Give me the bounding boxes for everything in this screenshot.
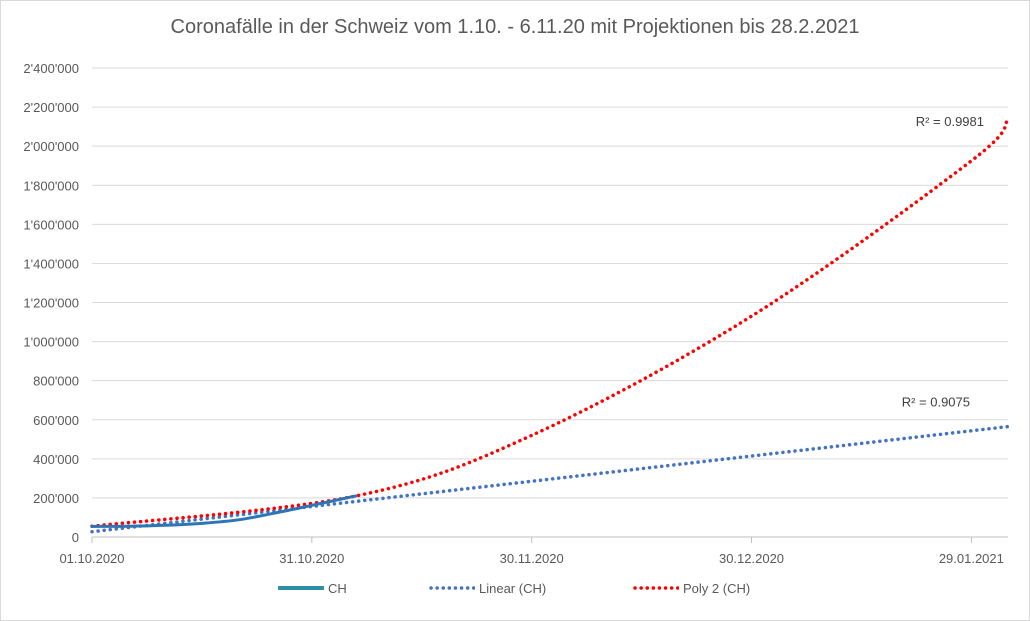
axes: 0 200'000 400'000 600'000 800'000 1'000'000 1'… <box>23 61 1003 566</box>
x-tick-label: 01.10.2020 <box>59 551 124 566</box>
y-tick-label: 2'200'000 <box>23 100 79 115</box>
series-ch <box>90 494 358 528</box>
legend-swatch-linear <box>429 586 475 590</box>
x-tick-label: 30.12.2020 <box>719 551 784 566</box>
legend-label-ch: CH <box>328 580 347 596</box>
series-poly2-ch <box>90 118 1010 529</box>
legend-swatch-poly <box>633 586 679 590</box>
y-tick-label: 200'000 <box>33 491 79 506</box>
y-tick-label: 2'000'000 <box>23 139 79 154</box>
y-tick-label: 1'200'000 <box>23 296 79 311</box>
x-tick-label: 31.10.2020 <box>279 551 344 566</box>
y-tick-label: 1'800'000 <box>23 178 79 193</box>
legend-label-linear: Linear (CH) <box>479 580 547 596</box>
y-tick-label: 1'400'000 <box>23 256 79 271</box>
legend: CH Linear (CH) Poly 2 (CH) <box>0 576 1030 600</box>
legend-label-poly: Poly 2 (CH) <box>683 580 751 596</box>
annotations: R² = 0.9981 R² = 0.9075 <box>902 114 984 410</box>
y-tick-label: 800'000 <box>33 374 79 389</box>
y-tick-label: 2'400'000 <box>23 61 79 76</box>
chart-title: Coronafälle in der Schweiz vom 1.10. - 6… <box>170 16 860 38</box>
legend-item-linear: Linear (CH) <box>429 576 546 600</box>
r-squared-linear-label: R² = 0.9075 <box>902 395 970 410</box>
legend-swatch-ch <box>278 586 324 590</box>
y-tick-label: 1'000'000 <box>23 335 79 350</box>
series-lines <box>90 118 1010 534</box>
gridlines <box>92 67 1008 538</box>
series-linear-ch <box>90 424 1010 534</box>
r-squared-poly2-label: R² = 0.9981 <box>916 114 984 129</box>
y-tick-label: 1'600'000 <box>23 217 79 232</box>
y-tick-label: 600'000 <box>33 413 79 428</box>
y-tick-label: 0 <box>72 530 79 545</box>
legend-item-ch: CH <box>278 576 347 600</box>
y-tick-label: 400'000 <box>33 452 79 467</box>
x-tick-label: 30.11.2020 <box>500 551 564 566</box>
x-tick-label: 29.01.2021 <box>939 551 1004 566</box>
legend-item-poly: Poly 2 (CH) <box>633 576 750 600</box>
